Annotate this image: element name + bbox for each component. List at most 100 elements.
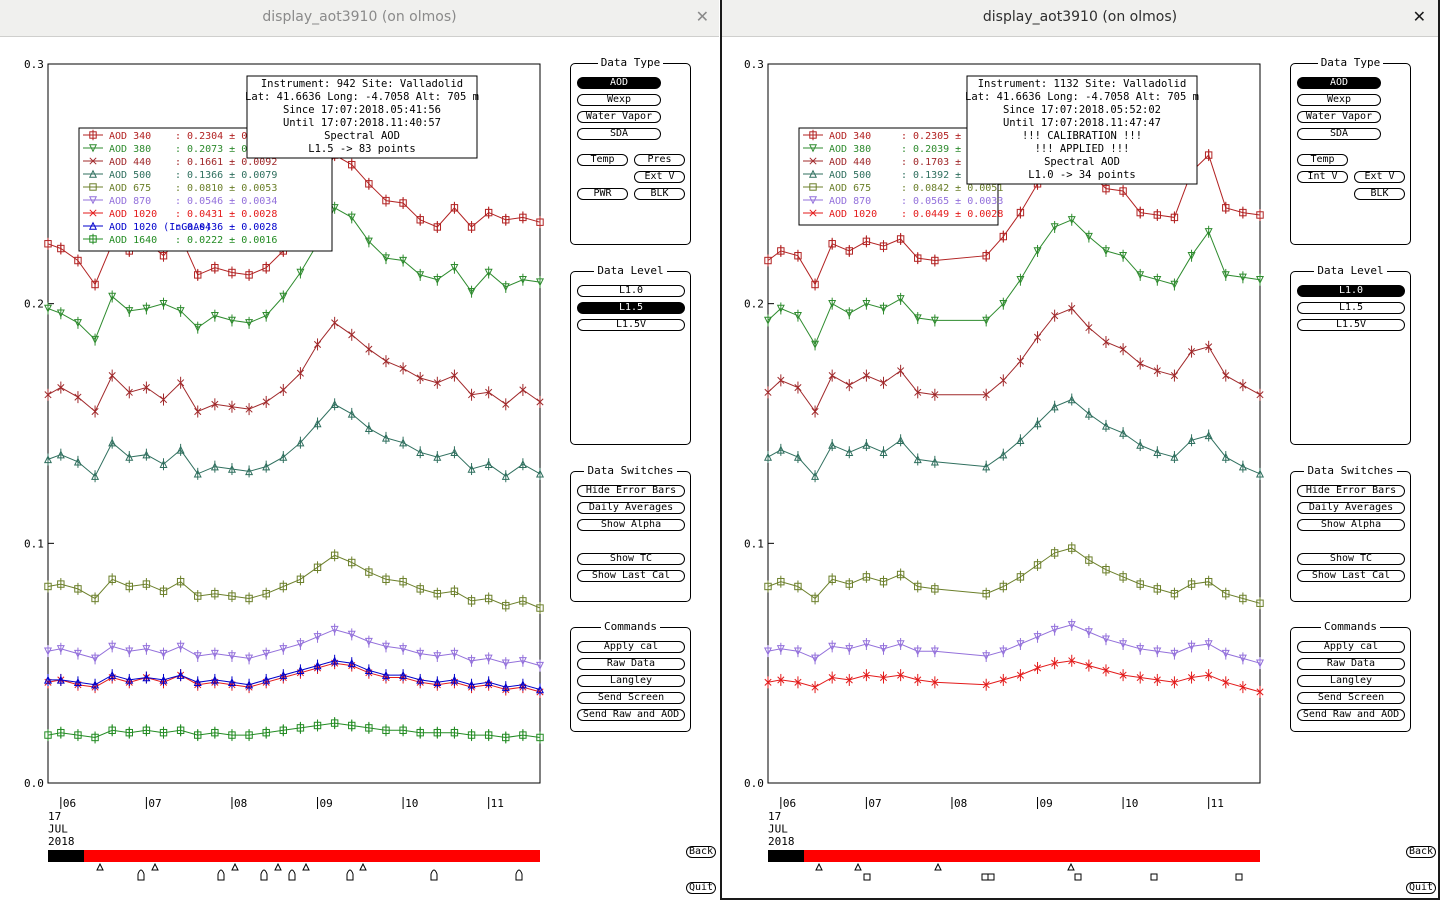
daily-averages-button[interactable]: Daily Averages [1297, 502, 1405, 514]
l15v-button[interactable]: L1.5V [577, 319, 685, 331]
data-point [931, 678, 939, 686]
back-button[interactable]: Back [686, 846, 716, 858]
data-point [262, 675, 271, 684]
aod-button[interactable]: AOD [1297, 77, 1381, 89]
int-v-button[interactable]: Int V [1297, 171, 1348, 183]
data-point [228, 403, 236, 411]
wexp-button[interactable]: Wexp [1297, 94, 1381, 106]
data-point [763, 316, 773, 325]
data-point [1051, 312, 1059, 320]
data-point [1068, 657, 1076, 665]
timeline-marker [981, 873, 989, 881]
series-line [48, 660, 541, 690]
info-line: Instrument: 1132 Site: Valladolid [978, 78, 1187, 90]
date-label: 17 [48, 810, 61, 823]
raw-data-button[interactable]: Raw Data [1297, 658, 1405, 670]
show-tc-button[interactable]: Show TC [577, 553, 685, 565]
timeline-black [768, 850, 804, 862]
data-point [1085, 324, 1093, 332]
temp-button[interactable]: Temp [577, 154, 628, 166]
pwr-button[interactable]: PWR [577, 188, 628, 200]
legend-value: : 0.0810 ± 0.0053 [175, 183, 277, 194]
show-tc-button[interactable]: Show TC [1297, 553, 1405, 565]
langley-button[interactable]: Langley [577, 675, 685, 687]
data-point [1170, 649, 1179, 658]
water-vapor-button[interactable]: Water Vapor [577, 111, 661, 123]
l15-button[interactable]: L1.5 [577, 302, 685, 314]
data-point [108, 642, 117, 651]
send-screen-button[interactable]: Send Screen [577, 692, 685, 704]
show-alpha-button[interactable]: Show Alpha [1297, 519, 1405, 531]
l10-button[interactable]: L1.0 [1297, 285, 1405, 297]
send-raw-aod-button[interactable]: Send Raw and AOD [577, 709, 685, 721]
ext-v-button[interactable]: Ext V [634, 171, 685, 183]
l15-button[interactable]: L1.5 [1297, 302, 1405, 314]
legend-label: AOD 380 [829, 144, 871, 155]
data-point [159, 649, 168, 658]
l10-button[interactable]: L1.0 [577, 285, 685, 297]
data-point [279, 645, 288, 654]
data-point [1170, 678, 1178, 686]
aod-button[interactable]: AOD [577, 77, 661, 89]
show-last-cal-button[interactable]: Show Last Cal [1297, 570, 1405, 582]
water-vapor-button[interactable]: Water Vapor [1297, 111, 1381, 123]
legend-marker [89, 209, 97, 217]
data-point [142, 450, 151, 459]
sda-button[interactable]: SDA [577, 128, 661, 140]
data-point [862, 671, 870, 679]
info-line: Until 17:07:2018.11:47:47 [1003, 117, 1161, 129]
l15v-button[interactable]: L1.5V [1297, 319, 1405, 331]
data-point [811, 340, 820, 349]
data-point [931, 391, 939, 399]
legend-value: : 0.2305 ± 0.0 [901, 131, 985, 142]
data-point [74, 585, 82, 593]
legend-label: AOD 870 [109, 196, 151, 207]
hide-error-bars-button[interactable]: Hide Error Bars [1297, 485, 1405, 497]
hide-error-bars-button[interactable]: Hide Error Bars [577, 485, 685, 497]
blk-button[interactable]: BLK [1354, 188, 1405, 200]
y-tick-label: 0.2 [24, 298, 44, 311]
close-icon[interactable]: ✕ [1412, 7, 1426, 26]
daily-averages-button[interactable]: Daily Averages [577, 502, 685, 514]
pres-button[interactable]: Pres [634, 154, 685, 166]
data-point [535, 278, 545, 287]
data-point [982, 391, 990, 399]
data-point [777, 577, 785, 586]
ext-v-button[interactable]: Ext V [1354, 171, 1405, 183]
data-point [227, 652, 236, 661]
legend-value: : 0.2304 ± 0.0 [175, 131, 259, 142]
x-tick-label: 10 [405, 797, 418, 810]
send-raw-aod-button[interactable]: Send Raw and AOD [1297, 709, 1405, 721]
langley-button[interactable]: Langley [1297, 675, 1405, 687]
series-aod-380 [43, 201, 545, 346]
info-line: Spectral AOD [324, 130, 400, 142]
blk-button[interactable]: BLK [634, 188, 685, 200]
raw-data-button[interactable]: Raw Data [577, 658, 685, 670]
close-icon[interactable]: ✕ [695, 7, 709, 26]
back-button[interactable]: Back [1406, 846, 1436, 858]
data-point [125, 307, 134, 316]
apply-cal-button[interactable]: Apply cal [577, 641, 685, 653]
data-point [416, 675, 425, 684]
temp-button[interactable]: Temp [1297, 154, 1348, 166]
send-screen-button[interactable]: Send Screen [1297, 692, 1405, 704]
panel-title: Commands [1321, 620, 1380, 633]
data-point [776, 445, 785, 454]
timeline-marker [151, 862, 159, 871]
data-point [1119, 640, 1128, 649]
data-point [56, 450, 65, 459]
show-alpha-button[interactable]: Show Alpha [577, 519, 685, 531]
quit-button[interactable]: Quit [686, 882, 716, 894]
sda-button[interactable]: SDA [1297, 128, 1381, 140]
show-last-cal-button[interactable]: Show Last Cal [577, 570, 685, 582]
wexp-button[interactable]: Wexp [577, 94, 661, 106]
quit-button[interactable]: Quit [1406, 882, 1436, 894]
data-level-panel: Data Level L1.0 L1.5 L1.5V [1290, 264, 1411, 445]
apply-cal-button[interactable]: Apply cal [1297, 641, 1405, 653]
data-point [1101, 247, 1110, 256]
data-point [57, 383, 65, 392]
data-point [73, 457, 82, 466]
data-point [913, 647, 922, 656]
legend-value: : 0.1392 ± 0.0 [901, 170, 985, 181]
data-point [1255, 659, 1265, 668]
